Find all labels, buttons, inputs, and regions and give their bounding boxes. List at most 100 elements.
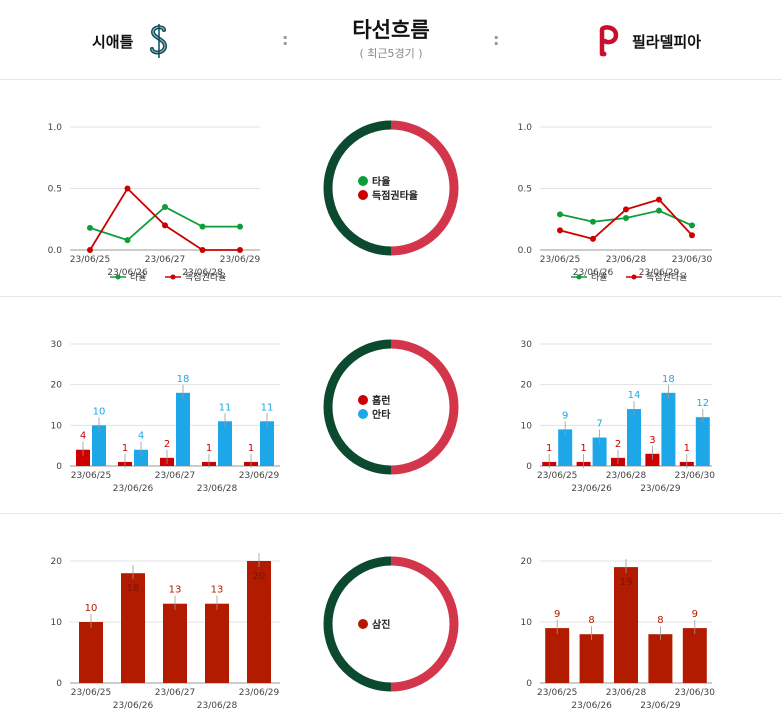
y-tick-label: 10 — [51, 618, 63, 628]
data-label: 11 — [219, 402, 232, 413]
data-label: 20 — [253, 571, 266, 582]
y-tick-label: 20 — [51, 381, 63, 391]
data-label: 2 — [164, 439, 170, 450]
data-point — [162, 222, 168, 229]
x-tick-label: 23/06/29 — [640, 701, 681, 711]
legend-marker — [358, 409, 368, 419]
data-label: 4 — [138, 431, 144, 442]
legend-marker — [358, 176, 368, 186]
homerun-hits-chart-philadelphia: 0 10 20 30 23/06/25 23/06/26 23/06/28 23/06/29 2… — [521, 340, 716, 494]
page-subtitle: ( 최근5경기 ) — [359, 47, 423, 60]
x-tick-label: 23/06/28 — [182, 268, 223, 278]
data-label: 10 — [85, 603, 98, 614]
section-divider — [0, 513, 782, 514]
x-tick-label: 23/06/26 — [107, 268, 148, 278]
y-tick-label: 0.0 — [518, 246, 533, 256]
phillies-logo-icon — [599, 25, 619, 57]
mariners-logo-icon — [150, 24, 168, 58]
y-tick-label: 0.0 — [48, 246, 63, 256]
bar — [592, 437, 607, 466]
data-point — [162, 203, 168, 210]
x-tick-label: 23/06/27 — [145, 255, 185, 265]
bar — [247, 561, 271, 683]
data-point — [689, 232, 695, 239]
x-tick-label: 23/06/26 — [571, 701, 612, 711]
data-label: 8 — [657, 615, 663, 626]
bar — [579, 634, 604, 683]
colon-left: : — [282, 30, 289, 49]
x-tick-label: 23/06/29 — [220, 255, 261, 265]
bar — [163, 603, 187, 683]
x-tick-label: 23/06/29 — [640, 484, 681, 494]
batting-average-chart-philadelphia: 0.0 0.5 1.0 23/06/25 23/06/26 23/06/28 23/06/2… — [518, 123, 713, 283]
data-point — [87, 224, 93, 231]
legend-swatch-dot — [115, 274, 121, 280]
strikeout-chart-seattle: 0 10 20 23/06/2523/06/2623/06/2723/06/2823/… — [51, 553, 280, 711]
legend-label: 타율 — [591, 272, 608, 283]
bar — [218, 421, 232, 466]
bar — [545, 628, 570, 683]
y-tick-label: 0.5 — [48, 185, 62, 195]
bar — [134, 449, 148, 466]
x-tick-label: 23/06/29 — [239, 471, 280, 481]
data-point — [237, 223, 243, 230]
data-point — [124, 237, 131, 244]
data-label: 13 — [169, 585, 182, 596]
data-label: 18 — [662, 374, 675, 385]
data-point — [124, 185, 131, 192]
data-point — [689, 222, 695, 229]
legend-label: 타율 — [372, 175, 390, 188]
x-tick-label: 23/06/26 — [113, 701, 154, 711]
x-tick-label: 23/06/30 — [672, 255, 713, 265]
data-label: 3 — [649, 435, 655, 446]
y-tick-label: 0 — [526, 679, 532, 689]
x-tick-label: 23/06/28 — [606, 471, 647, 481]
legend-swatch-dot — [631, 274, 637, 280]
data-point — [656, 207, 662, 214]
legend-label: 타율 — [130, 272, 147, 283]
legend-label: 득점권타율 — [646, 271, 687, 283]
data-label: 14 — [628, 390, 641, 401]
ring-left-half — [323, 120, 392, 256]
x-tick-label: 23/06/25 — [71, 688, 111, 698]
data-point — [623, 206, 629, 213]
bar — [558, 429, 573, 466]
x-tick-label: 23/06/26 — [571, 484, 612, 494]
x-tick-label: 23/06/29 — [639, 268, 680, 278]
x-tick-label: 23/06/28 — [197, 701, 238, 711]
x-tick-label: 23/06/30 — [675, 471, 716, 481]
header: 시애틀 : 타선흐름 ( 최근5경기 ) : 필라델피아 — [0, 0, 782, 80]
colon-right: : — [493, 30, 500, 49]
data-label: 11 — [261, 402, 274, 413]
bar — [79, 622, 103, 683]
y-tick-label: 20 — [51, 557, 63, 567]
legend-swatch-dot — [170, 274, 176, 280]
data-point — [590, 218, 596, 225]
legend-label: 득점권타율 — [185, 271, 226, 283]
data-label: 9 — [554, 609, 560, 620]
ring-left-half — [323, 339, 392, 475]
data-label: 1 — [206, 443, 212, 454]
data-label: 18 — [127, 583, 140, 594]
bar — [648, 634, 673, 683]
data-label: 1 — [546, 443, 552, 454]
legend-label: 득점권타율 — [372, 189, 418, 202]
bar — [682, 628, 707, 683]
section-divider — [0, 296, 782, 297]
data-label: 4 — [80, 431, 86, 442]
bar — [661, 392, 676, 466]
y-tick-label: 30 — [521, 340, 533, 350]
x-tick-label: 23/06/26 — [573, 268, 614, 278]
y-tick-label: 0 — [56, 679, 62, 689]
y-tick-label: 10 — [51, 421, 63, 431]
x-tick-label: 23/06/30 — [675, 688, 716, 698]
legend-label: 삼진 — [372, 618, 390, 631]
data-point — [199, 247, 206, 253]
bar — [176, 392, 190, 466]
y-tick-label: 0.5 — [518, 185, 532, 195]
legend-label: 홈런 — [372, 394, 390, 407]
data-point — [623, 215, 629, 222]
y-tick-label: 30 — [51, 340, 63, 350]
